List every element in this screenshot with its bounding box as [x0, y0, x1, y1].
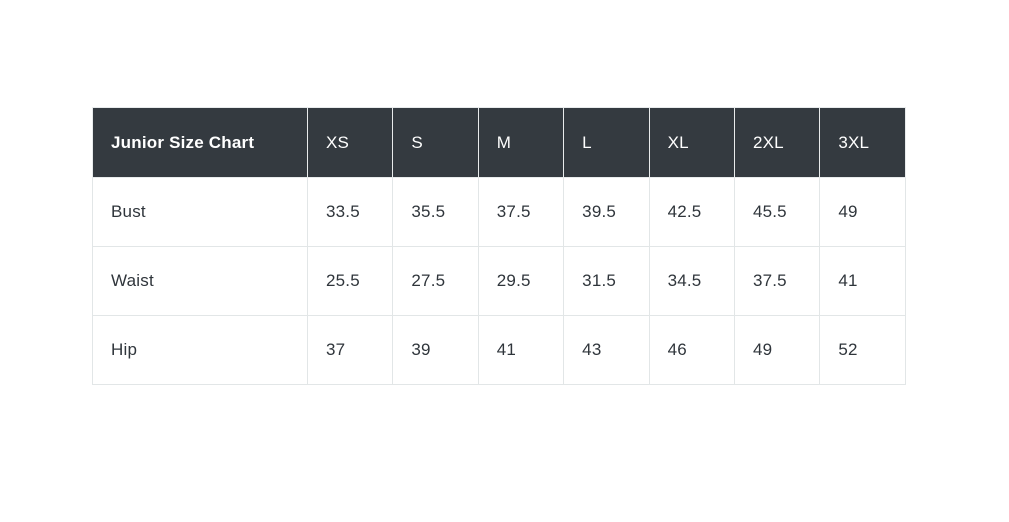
row-label-hip: Hip	[92, 315, 308, 385]
measurement-cell: 41	[819, 246, 906, 316]
size-column-header-2xl: 2XL	[733, 107, 821, 178]
header-row: Junior Size Chart XS S M L XL 2XL 3XL	[92, 107, 906, 178]
measurement-cell: 33.5	[306, 177, 394, 247]
measurement-cell: 39	[392, 315, 479, 385]
measurement-row-hip: Hip 37 39 41 43 46 49 52	[92, 315, 906, 385]
size-column-header-m: M	[477, 107, 565, 178]
size-chart-header: Junior Size Chart XS S M L XL 2XL 3XL	[92, 107, 906, 178]
measurement-cell: 37	[306, 315, 394, 385]
measurement-cell: 25.5	[306, 246, 394, 316]
measurement-cell: 45.5	[733, 177, 821, 247]
size-column-header-3xl: 3XL	[819, 107, 906, 178]
size-chart-title: Junior Size Chart	[92, 107, 308, 178]
size-chart-container: Junior Size Chart XS S M L XL 2XL 3XL Bu…	[92, 107, 906, 385]
measurement-cell: 49	[733, 315, 821, 385]
measurement-row-waist: Waist 25.5 27.5 29.5 31.5 34.5 37.5 41	[92, 246, 906, 316]
measurement-cell: 37.5	[733, 246, 821, 316]
measurement-cell: 42.5	[648, 177, 735, 247]
size-chart-body: Bust 33.5 35.5 37.5 39.5 42.5 45.5 49 Wa…	[92, 177, 906, 385]
size-column-header-xs: XS	[306, 107, 394, 178]
measurement-cell: 29.5	[477, 246, 565, 316]
row-label-bust: Bust	[92, 177, 308, 247]
measurement-cell: 46	[648, 315, 735, 385]
measurement-cell: 34.5	[648, 246, 735, 316]
measurement-cell: 39.5	[563, 177, 650, 247]
measurement-cell: 41	[477, 315, 565, 385]
measurement-cell: 49	[819, 177, 906, 247]
measurement-cell: 35.5	[392, 177, 479, 247]
row-label-waist: Waist	[92, 246, 308, 316]
size-column-header-l: L	[563, 107, 650, 178]
size-column-header-xl: XL	[648, 107, 735, 178]
measurement-cell: 43	[563, 315, 650, 385]
measurement-cell: 37.5	[477, 177, 565, 247]
measurement-cell: 52	[819, 315, 906, 385]
measurement-cell: 31.5	[563, 246, 650, 316]
measurement-cell: 27.5	[392, 246, 479, 316]
measurement-row-bust: Bust 33.5 35.5 37.5 39.5 42.5 45.5 49	[92, 177, 906, 247]
size-column-header-s: S	[392, 107, 479, 178]
size-chart-table: Junior Size Chart XS S M L XL 2XL 3XL Bu…	[92, 107, 906, 385]
